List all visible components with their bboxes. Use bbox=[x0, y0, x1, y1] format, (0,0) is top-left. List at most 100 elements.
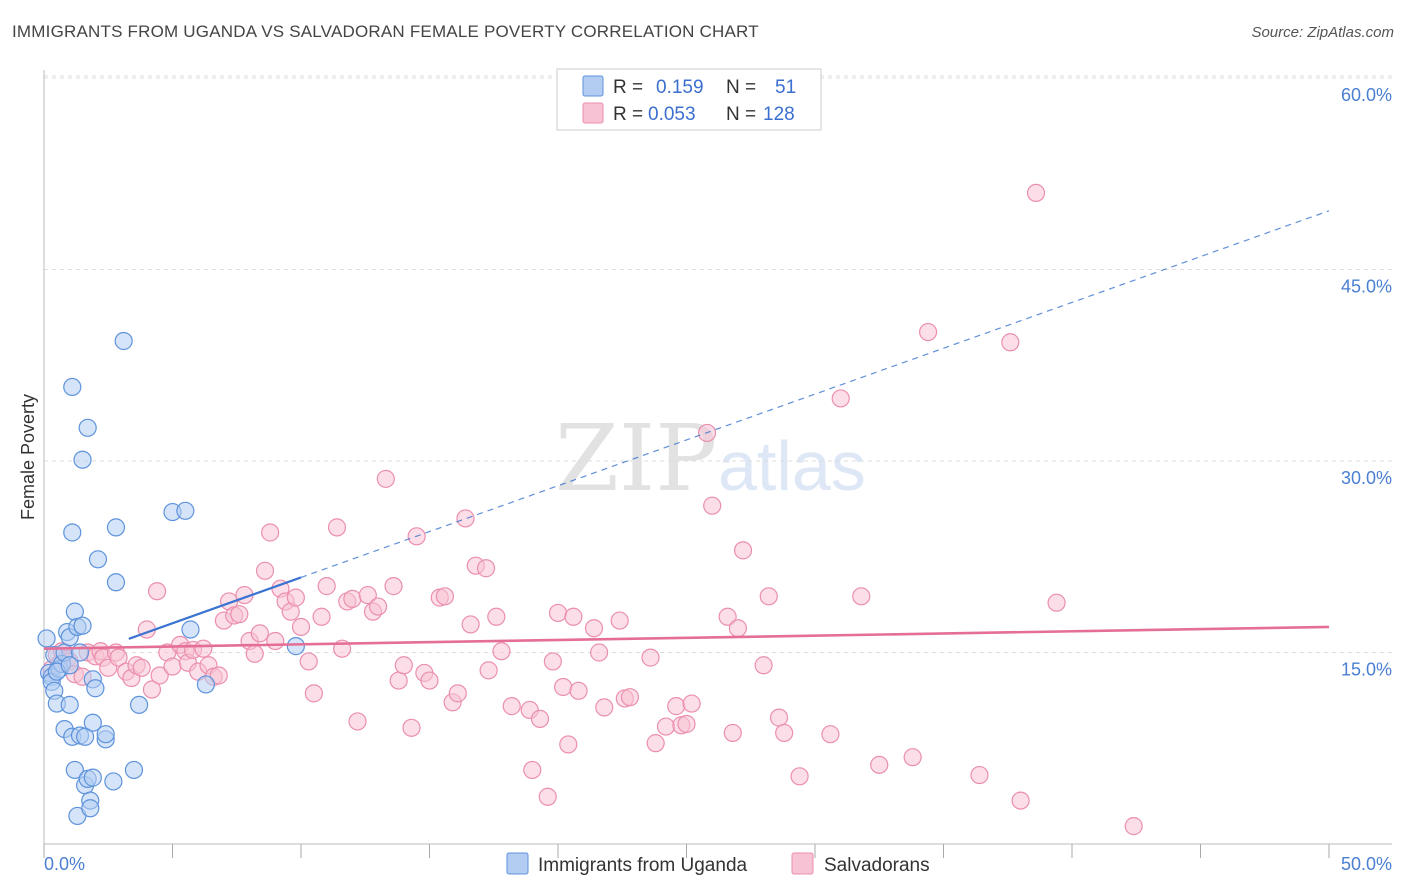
legend-n-label-uganda: N = bbox=[726, 77, 756, 98]
y-tick-label-60: 60.0% bbox=[1341, 85, 1392, 105]
chart-title: IMMIGRANTS FROM UGANDA VS SALVADORAN FEM… bbox=[12, 22, 759, 41]
salvadorans-point-42 bbox=[255, 561, 275, 580]
salvadorans-point-88 bbox=[554, 677, 573, 697]
salvadorans-point-78 bbox=[479, 661, 498, 680]
salvadorans-point-86 bbox=[543, 652, 562, 671]
uganda-point-50 bbox=[60, 656, 79, 675]
uganda-point-24 bbox=[73, 450, 92, 469]
legend-r-label-uganda: R = bbox=[613, 77, 643, 98]
salvadorans-point-22 bbox=[150, 666, 169, 685]
uganda-point-31 bbox=[83, 768, 102, 787]
salvadorans-point-69 bbox=[420, 671, 439, 690]
legend-swatch-uganda bbox=[582, 75, 604, 97]
uganda-point-48 bbox=[286, 637, 305, 656]
y-tick-label-30: 30.0% bbox=[1341, 468, 1392, 488]
legend-r-value-salvadorans: 0.053 bbox=[648, 104, 696, 125]
salvadorans-point-118 bbox=[852, 587, 871, 606]
uganda-point-25 bbox=[76, 727, 95, 746]
salvadorans-point-63 bbox=[384, 577, 403, 596]
uganda-point-35 bbox=[88, 550, 108, 569]
salvadorans-point-61 bbox=[369, 597, 388, 616]
salvadorans-point-126 bbox=[1047, 593, 1066, 612]
salvadorans-point-53 bbox=[317, 577, 336, 596]
x-ticks bbox=[43, 844, 1330, 858]
salvadorans-point-41 bbox=[250, 624, 269, 643]
salvadorans-point-95 bbox=[610, 611, 629, 630]
uganda-point-45 bbox=[176, 501, 195, 520]
salvadorans-point-85 bbox=[538, 787, 557, 806]
gridlines bbox=[44, 75, 1392, 653]
salvadorans-point-108 bbox=[723, 723, 742, 743]
salvadorans-point-74 bbox=[456, 509, 475, 528]
salvadorans-point-107 bbox=[718, 607, 737, 626]
salvadorans-point-124 bbox=[1011, 791, 1030, 810]
salvadorans-point-87 bbox=[548, 603, 568, 623]
salvadorans-point-89 bbox=[559, 735, 578, 754]
salvadorans-point-57 bbox=[343, 589, 362, 608]
legend-n-value-salvadorans: 128 bbox=[763, 104, 795, 125]
uganda-trend-line-solid bbox=[128, 576, 302, 640]
y-tick-label-45: 45.0% bbox=[1341, 277, 1392, 297]
y-tick-labels: 15.0% 30.0% 45.0% 60.0% bbox=[1341, 85, 1392, 680]
salvadorans-point-58 bbox=[348, 712, 367, 731]
uganda-point-47 bbox=[196, 675, 216, 694]
salvadorans-point-93 bbox=[590, 643, 609, 662]
salvadorans-point-21 bbox=[147, 582, 167, 601]
uganda-point-18 bbox=[65, 760, 84, 780]
x-tick-label-min: 0.0% bbox=[44, 854, 85, 874]
salvadorans-point-48 bbox=[286, 588, 305, 607]
uganda-point-40 bbox=[106, 518, 126, 537]
salvadorans-point-114 bbox=[775, 723, 794, 743]
salvadorans-point-113 bbox=[769, 708, 789, 727]
x-tick-label-max: 50.0% bbox=[1341, 854, 1392, 874]
uganda-point-34 bbox=[86, 679, 105, 698]
uganda-trend-line-dashed bbox=[300, 210, 1330, 578]
salvadorans-point-71 bbox=[435, 587, 455, 606]
uganda-point-37 bbox=[96, 725, 115, 744]
salvadorans-point-116 bbox=[821, 725, 840, 744]
salvadorans-point-79 bbox=[487, 607, 506, 626]
uganda-point-30 bbox=[81, 799, 100, 818]
salvadorans-point-125 bbox=[1026, 183, 1046, 202]
salvadorans-point-59 bbox=[358, 585, 377, 605]
salvadorans-point-83 bbox=[523, 760, 542, 780]
salvadorans-point-104 bbox=[682, 694, 701, 713]
uganda-point-43 bbox=[129, 695, 149, 714]
salvadorans-point-98 bbox=[641, 648, 660, 667]
salvadorans-point-20 bbox=[142, 680, 162, 699]
salvadorans-point-54 bbox=[327, 518, 347, 537]
salvadorans-point-101 bbox=[667, 697, 686, 716]
uganda-point-13 bbox=[60, 695, 79, 714]
salvadorans-point-81 bbox=[502, 697, 521, 716]
salvadorans-point-77 bbox=[476, 559, 496, 578]
uganda-point-33 bbox=[83, 713, 102, 732]
salvadorans-point-111 bbox=[754, 656, 773, 675]
salvadorans-point-40 bbox=[245, 644, 264, 663]
salvadorans-point-91 bbox=[569, 681, 588, 700]
salvadorans-point-44 bbox=[266, 631, 285, 651]
salvadorans-point-92 bbox=[584, 619, 604, 638]
uganda-point-38 bbox=[104, 772, 123, 791]
bottom-legend-swatch-uganda bbox=[506, 852, 529, 875]
salvadorans-point-52 bbox=[312, 607, 331, 626]
salvadorans-point-117 bbox=[831, 389, 850, 408]
salvadorans-point-33 bbox=[209, 666, 228, 685]
salvadorans-point-97 bbox=[620, 688, 640, 707]
trend-lines bbox=[43, 210, 1330, 650]
salvadorans-point-65 bbox=[394, 656, 413, 675]
legend-n-value-uganda: 51 bbox=[775, 77, 796, 98]
axes bbox=[43, 70, 1392, 845]
bottom-legend-swatch-salvadorans bbox=[791, 852, 814, 875]
salvadorans-point-119 bbox=[870, 755, 889, 774]
salvadorans-trend-line bbox=[43, 625, 1330, 650]
salvadorans-point-122 bbox=[970, 765, 989, 785]
watermark-atlas: atlas bbox=[718, 427, 866, 505]
salvadorans-point-62 bbox=[376, 469, 395, 488]
uganda-point-23 bbox=[73, 616, 92, 635]
salvadorans-point-112 bbox=[759, 587, 778, 606]
salvadorans-point-99 bbox=[646, 734, 665, 753]
series-salvadorans-points bbox=[42, 183, 1143, 836]
uganda-point-27 bbox=[78, 418, 97, 437]
bottom-legend: Immigrants from Uganda Salvadorans bbox=[506, 852, 930, 876]
legend-swatch-salvadorans bbox=[582, 102, 604, 124]
